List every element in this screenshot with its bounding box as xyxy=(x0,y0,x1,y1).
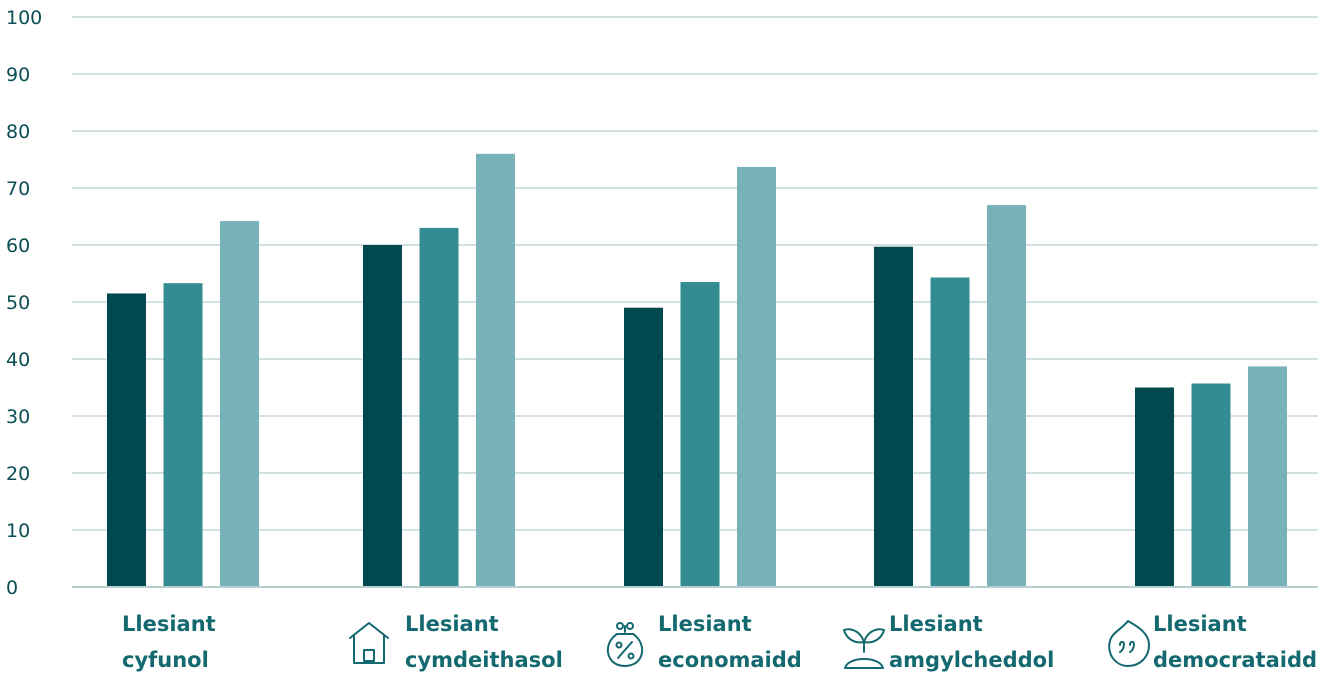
category-label-line1: Llesiant xyxy=(1153,612,1247,636)
category-label-line2: amgylcheddol xyxy=(889,648,1054,672)
bar-1-series-0 xyxy=(363,245,402,587)
y-tick-label: 30 xyxy=(6,406,30,428)
category-label-line2: democrataidd xyxy=(1153,648,1317,672)
speech-drop-quote-icon xyxy=(1108,620,1150,667)
category-label-line2: cymdeithasol xyxy=(405,648,563,672)
house-icon xyxy=(349,622,389,664)
bar-3-series-0 xyxy=(874,246,913,587)
bar-2-series-0 xyxy=(624,307,663,587)
bar-4-series-0 xyxy=(1135,387,1174,587)
y-tick-label: 90 xyxy=(6,64,30,86)
money-bag-percent-icon xyxy=(606,622,644,667)
y-tick-label: 10 xyxy=(6,520,30,542)
y-tick-label: 100 xyxy=(6,7,42,29)
category-label-line1: Llesiant xyxy=(122,612,216,636)
y-tick-label: 60 xyxy=(6,235,30,257)
y-tick-label: 80 xyxy=(6,121,30,143)
bar-3-series-2 xyxy=(987,205,1026,587)
y-tick-label: 40 xyxy=(6,349,30,371)
category-label-line2: economaidd xyxy=(658,648,802,672)
bar-4-series-1 xyxy=(1191,383,1231,587)
seedling-icon xyxy=(843,628,885,669)
bar-3-series-1 xyxy=(930,277,970,587)
bar-2-series-2 xyxy=(737,166,776,587)
bar-0-series-1 xyxy=(163,283,203,587)
y-tick-label: 0 xyxy=(6,577,18,599)
bar-2-series-1 xyxy=(680,282,720,587)
category-label-line1: Llesiant xyxy=(889,612,983,636)
category-label-line1: Llesiant xyxy=(405,612,499,636)
category-label-line2: cyfunol xyxy=(122,648,209,672)
y-axis-ticks: 0 10 20 30 40 50 60 70 80 90 100 xyxy=(6,7,42,599)
bar-0-series-0 xyxy=(107,293,146,587)
category-label-line1: Llesiant xyxy=(658,612,752,636)
y-tick-label: 50 xyxy=(6,292,30,314)
bar-1-series-1 xyxy=(419,227,459,587)
bar-0-series-2 xyxy=(220,221,259,587)
x-axis-labels: Llesiant cyfunol Llesiant cymdeithasol Llesi… xyxy=(122,612,1317,672)
category-icons xyxy=(349,620,1150,669)
y-tick-label: 70 xyxy=(6,178,30,200)
bar-4-series-2 xyxy=(1248,366,1287,587)
bar-1-series-2 xyxy=(476,153,515,588)
y-tick-label: 20 xyxy=(6,463,30,485)
bars xyxy=(107,153,1287,588)
